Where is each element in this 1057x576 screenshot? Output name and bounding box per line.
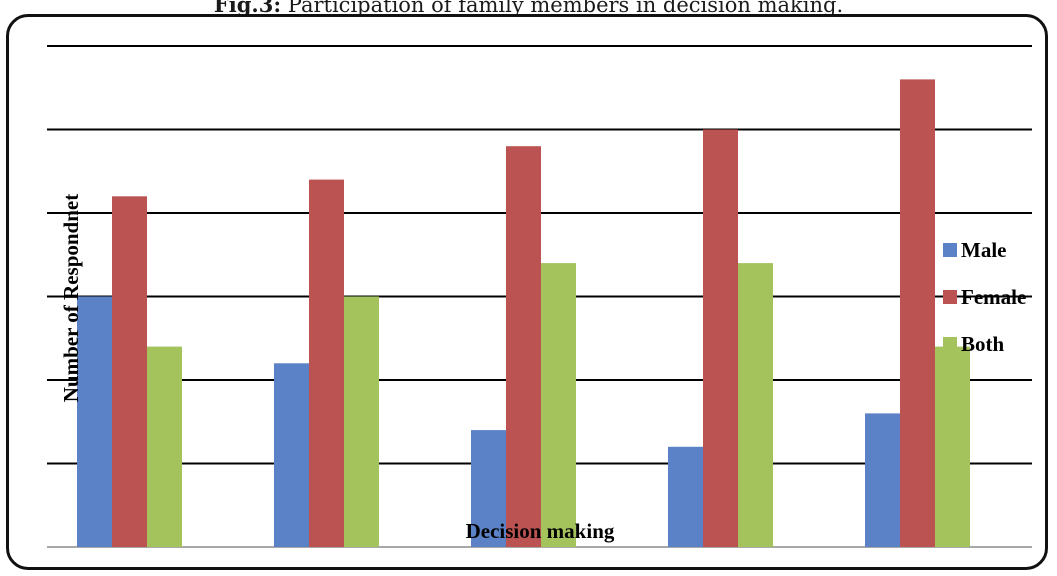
- figure-caption: Participation of family members in decis…: [281, 0, 844, 17]
- bar-male: [274, 363, 309, 547]
- figure-title: Fig.3: Participation of family members i…: [0, 0, 1057, 17]
- bar-male: [77, 296, 112, 547]
- legend-label-male: Male: [961, 238, 1006, 262]
- bar-female: [112, 196, 147, 548]
- legend-label-female: Female: [961, 285, 1026, 309]
- legend: Male Female Both: [943, 238, 1026, 356]
- legend-label-both: Both: [961, 332, 1005, 356]
- bar-female: [900, 79, 935, 548]
- bar-male: [471, 430, 506, 547]
- legend-swatch-female: [943, 290, 957, 304]
- bar-both: [738, 263, 773, 547]
- figure-number: Fig.3:: [213, 0, 282, 17]
- bar-both: [147, 346, 182, 547]
- bar-both: [935, 346, 970, 547]
- bar-female: [506, 146, 541, 547]
- bar-male: [668, 446, 703, 547]
- y-axis-title: Number of Respondnet: [59, 194, 83, 402]
- bar-both: [344, 296, 379, 547]
- x-axis-title: Decision making: [466, 519, 615, 543]
- bar-female: [703, 129, 738, 547]
- bar-female: [309, 179, 344, 547]
- legend-swatch-both: [943, 337, 957, 351]
- bar-both: [541, 263, 576, 547]
- legend-swatch-male: [943, 243, 957, 257]
- bar-male: [865, 413, 900, 547]
- bars: [77, 79, 970, 548]
